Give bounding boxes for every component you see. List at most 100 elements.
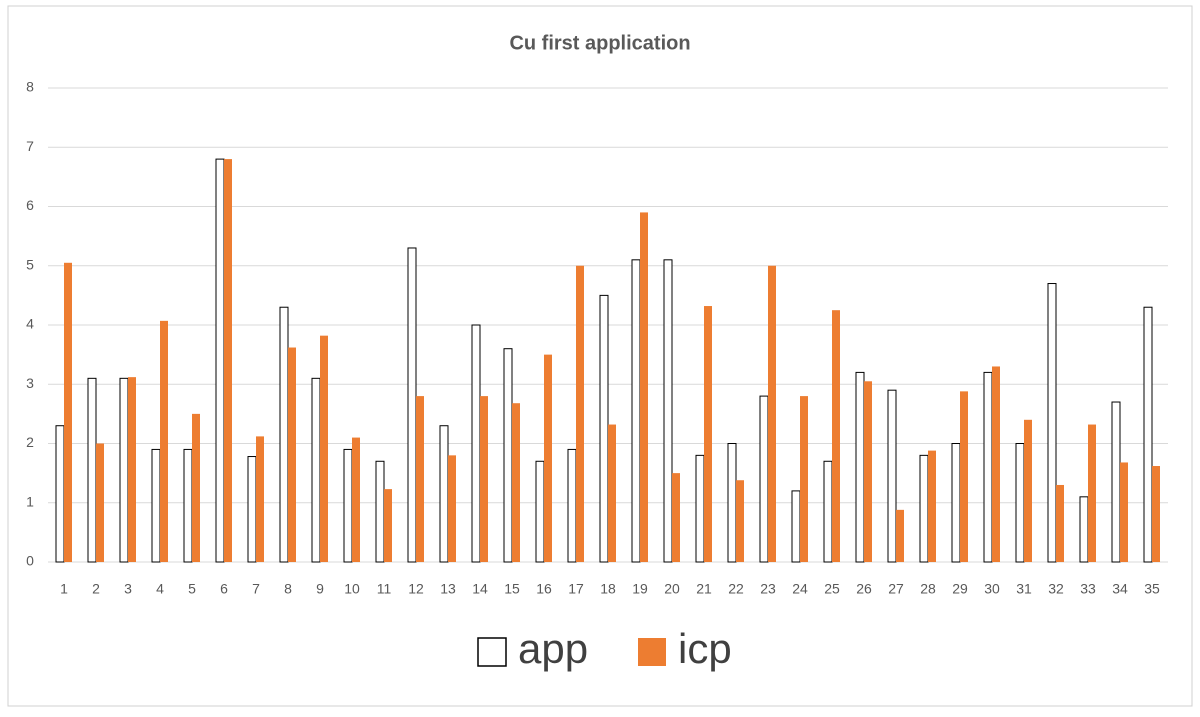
x-tick-label: 12	[408, 581, 424, 597]
x-tick-label: 29	[952, 581, 968, 597]
x-tick-label: 22	[728, 581, 744, 597]
bar	[247, 456, 257, 563]
x-tick-label: 20	[664, 581, 680, 597]
legend-label: icp	[678, 625, 732, 672]
legend-swatch	[638, 638, 666, 666]
bar	[896, 509, 904, 562]
bar	[640, 212, 648, 563]
bar	[704, 306, 712, 562]
bar	[192, 413, 200, 562]
y-tick-label: 4	[26, 316, 34, 332]
bar	[1120, 462, 1128, 562]
x-tick-label: 10	[344, 581, 360, 597]
x-tick-label: 24	[792, 581, 808, 597]
x-tick-label: 25	[824, 581, 840, 597]
bar	[1056, 484, 1064, 562]
bar	[768, 265, 776, 562]
bar	[695, 454, 705, 563]
bar	[736, 480, 744, 562]
y-tick-label: 6	[26, 197, 34, 213]
bar	[384, 489, 392, 562]
bar	[919, 454, 929, 563]
bar	[887, 389, 897, 563]
bar	[288, 347, 296, 562]
bar	[407, 247, 417, 563]
bar	[160, 320, 168, 562]
bar	[727, 443, 737, 563]
bar	[416, 396, 424, 562]
bar	[448, 455, 456, 562]
x-tick-label: 31	[1016, 581, 1032, 597]
bar	[55, 425, 65, 563]
bar	[215, 158, 225, 563]
x-tick-label: 11	[377, 581, 392, 597]
bar	[119, 377, 129, 563]
x-tick-label: 8	[284, 581, 292, 597]
bar	[1015, 443, 1025, 563]
bar	[343, 448, 353, 563]
x-tick-label: 3	[124, 581, 132, 597]
bar	[480, 396, 488, 562]
bar	[567, 448, 577, 563]
x-tick-label: 4	[156, 581, 164, 597]
bar	[960, 391, 968, 562]
bar	[439, 425, 449, 563]
bar	[631, 259, 641, 563]
x-tick-label: 17	[568, 581, 584, 597]
bar	[535, 460, 545, 563]
x-tick-label: 15	[504, 581, 520, 597]
x-tick-label: 30	[984, 581, 1000, 597]
x-tick-label: 35	[1144, 581, 1160, 597]
x-tick-label: 16	[536, 581, 552, 597]
x-tick-label: 34	[1112, 581, 1128, 597]
x-tick-label: 5	[188, 581, 196, 597]
bar	[1047, 283, 1057, 563]
legend-label: app	[518, 625, 588, 672]
y-tick-label: 0	[26, 553, 34, 569]
x-tick-label: 6	[220, 581, 228, 597]
y-tick-label: 7	[26, 138, 34, 154]
bar	[320, 335, 328, 562]
bar	[183, 448, 193, 563]
x-tick-label: 21	[696, 581, 712, 597]
x-tick-label: 33	[1080, 581, 1096, 597]
bar	[599, 294, 609, 563]
bar	[791, 490, 801, 563]
bar	[800, 396, 808, 562]
bar	[256, 436, 264, 562]
y-tick-label: 2	[26, 434, 34, 450]
bar	[503, 348, 513, 563]
bar	[1088, 424, 1096, 562]
bar	[1024, 419, 1032, 562]
bar	[983, 371, 993, 563]
bar	[864, 381, 872, 562]
x-tick-label: 32	[1048, 581, 1064, 597]
x-tick-label: 23	[760, 581, 776, 597]
bar	[832, 310, 840, 562]
bar	[352, 437, 360, 562]
bar	[1143, 306, 1153, 563]
bar	[608, 424, 616, 562]
bar	[1079, 496, 1089, 563]
legend-swatch	[477, 637, 507, 667]
x-tick-label: 1	[60, 581, 68, 597]
bar	[87, 377, 97, 563]
bar	[663, 259, 673, 563]
bar	[1152, 466, 1160, 562]
x-tick-label: 26	[856, 581, 872, 597]
bar	[375, 460, 385, 563]
bar	[128, 377, 136, 562]
bar	[224, 159, 232, 562]
bar	[151, 448, 161, 563]
bar	[759, 395, 769, 563]
x-tick-label: 18	[600, 581, 616, 597]
x-tick-label: 2	[92, 581, 100, 597]
x-tick-label: 14	[472, 581, 488, 597]
bar	[672, 473, 680, 562]
bar	[1111, 401, 1121, 563]
bar	[928, 450, 936, 562]
bar	[823, 460, 833, 563]
x-tick-label: 19	[632, 581, 648, 597]
bar	[855, 371, 865, 563]
bar	[576, 265, 584, 562]
